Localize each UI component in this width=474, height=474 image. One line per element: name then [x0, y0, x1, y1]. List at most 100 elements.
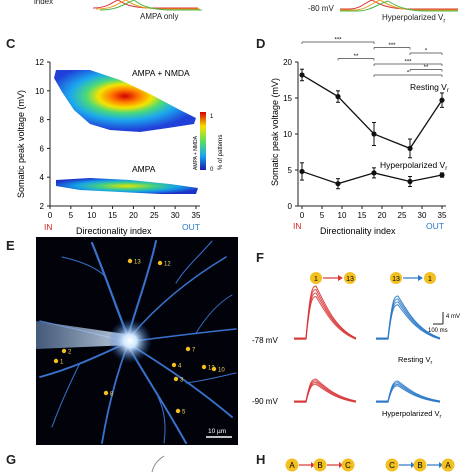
top-hyperpolarized-label: Hyperpolarized Vr — [382, 13, 446, 25]
spot-label: 13 — [208, 366, 215, 372]
spot-label: 13 — [134, 260, 141, 266]
colorbar-title: % of patterns — [218, 135, 224, 170]
panel-label-f: F — [256, 250, 264, 265]
series-label-hyperpolarized: Hyperpolarized Vr — [380, 160, 447, 172]
seq-node — [313, 458, 327, 472]
top-index-fragment: index — [34, 0, 54, 6]
panel-c-in-label: IN — [44, 222, 53, 232]
v-rest-label: -78 mV — [252, 336, 278, 345]
data-point — [299, 72, 305, 78]
seq-node — [413, 458, 427, 472]
colorbar-series-label: AMPA + NMDA — [193, 135, 199, 170]
colorbar-tick-top: 1 — [210, 114, 214, 120]
panel-label-d: D — [256, 36, 266, 51]
d-ytick-label: 10 — [283, 130, 292, 139]
panel-c-y-ticks: 2 4 6 8 10 12 — [35, 58, 50, 211]
spot-marker — [171, 362, 177, 368]
d-xtick-label: 35 — [438, 211, 447, 220]
spot-label: 10 — [218, 368, 225, 374]
c-ytick-label: 6 — [40, 144, 45, 153]
spot-marker — [175, 408, 181, 414]
spot-marker — [173, 376, 179, 382]
spot-marker — [61, 348, 67, 354]
panel-label-c: C — [6, 36, 16, 51]
panel-c-out-label: OUT — [182, 222, 200, 232]
seq-arrow-head — [439, 462, 443, 468]
data-point — [439, 97, 445, 103]
c-xtick-label: 30 — [171, 211, 180, 220]
panel-d-significance: *************** — [301, 38, 443, 77]
spot-label: 2 — [68, 350, 72, 356]
c-xtick-label: 25 — [150, 211, 159, 220]
trace-group — [294, 285, 441, 403]
c-xtick-label: 35 — [192, 211, 201, 220]
d-ytick-label: 15 — [283, 94, 292, 103]
c-ytick-label: 4 — [40, 173, 45, 182]
sig-label: *** — [334, 38, 342, 44]
panel-d-x-ticks: 0 5 10 15 20 25 30 35 — [300, 206, 447, 220]
d-xtick-label: 15 — [358, 211, 367, 220]
seq-node — [341, 458, 355, 472]
data-point — [439, 172, 445, 178]
seq-node-label: B — [417, 461, 422, 470]
c-ytick-label: 12 — [35, 58, 44, 67]
sig-label: *** — [404, 60, 412, 66]
d-xtick-label: 20 — [378, 211, 387, 220]
panel-d-xlabel: Directionality index — [320, 226, 396, 236]
sequence-out: 13 1 — [390, 272, 436, 284]
ampa-only-label: AMPA only — [140, 12, 179, 21]
data-point — [335, 181, 341, 187]
spot-label: 8 — [110, 392, 114, 398]
seq-node-label: A — [445, 461, 451, 470]
data-point — [371, 170, 377, 176]
spot-marker — [53, 358, 59, 364]
data-point — [407, 145, 413, 151]
trace-out-hyperpolarized — [376, 385, 441, 403]
data-point — [371, 131, 377, 137]
seq-in-to: 13 — [346, 276, 354, 283]
panel-d-y-ticks: 0 5 10 15 20 — [283, 58, 298, 211]
spot-label: 1 — [60, 360, 64, 366]
spot-label: 4 — [178, 364, 182, 370]
top-traces-right — [340, 0, 458, 12]
seq-in-from: 1 — [314, 276, 318, 283]
data-point — [299, 168, 305, 175]
sig-label: ** — [354, 54, 359, 60]
panel-label-h: H — [256, 452, 266, 467]
hyperpolarized-label: Hyperpolarized Vr — [382, 409, 442, 418]
scale-bar-voltage-label: 4 mV — [446, 314, 460, 320]
seq-node-label: C — [389, 461, 395, 470]
spot-label: 5 — [182, 410, 186, 416]
neuron-micrograph: 13 12 1 2 13 10 7 4 3 8 5 10 µm — [36, 237, 238, 445]
seq-arrow-head — [311, 462, 315, 468]
spot-marker — [201, 364, 207, 370]
sig-label: * — [407, 71, 410, 77]
c-xtick-label: 0 — [48, 211, 53, 220]
panel-d-out-label: OUT — [426, 221, 444, 231]
sequence-abc: A B C — [285, 458, 355, 472]
spot-label: 3 — [180, 378, 184, 384]
panel-c-ylabel: Somatic peak voltage (mV) — [16, 90, 26, 198]
c-xtick-label: 15 — [108, 211, 117, 220]
seq-node — [441, 458, 455, 472]
colorbar-tick-bottom: 0 — [210, 167, 214, 173]
spot-marker — [103, 390, 109, 396]
d-xtick-label: 5 — [320, 211, 325, 220]
ampa-nmda-region — [54, 70, 196, 132]
panel-d-series — [299, 68, 445, 190]
resting-label: Resting Vr — [398, 355, 433, 366]
ampa-region — [56, 178, 198, 194]
spot-marker — [157, 260, 163, 266]
trace-in-resting — [294, 296, 357, 340]
seq-node-label: C — [345, 461, 351, 470]
spot-label: 7 — [192, 348, 196, 354]
sig-label: *** — [388, 43, 396, 49]
scale-bar-label: 10 µm — [208, 428, 226, 435]
c-ytick-label: 8 — [40, 116, 45, 125]
seq-out-from: 13 — [392, 276, 400, 283]
